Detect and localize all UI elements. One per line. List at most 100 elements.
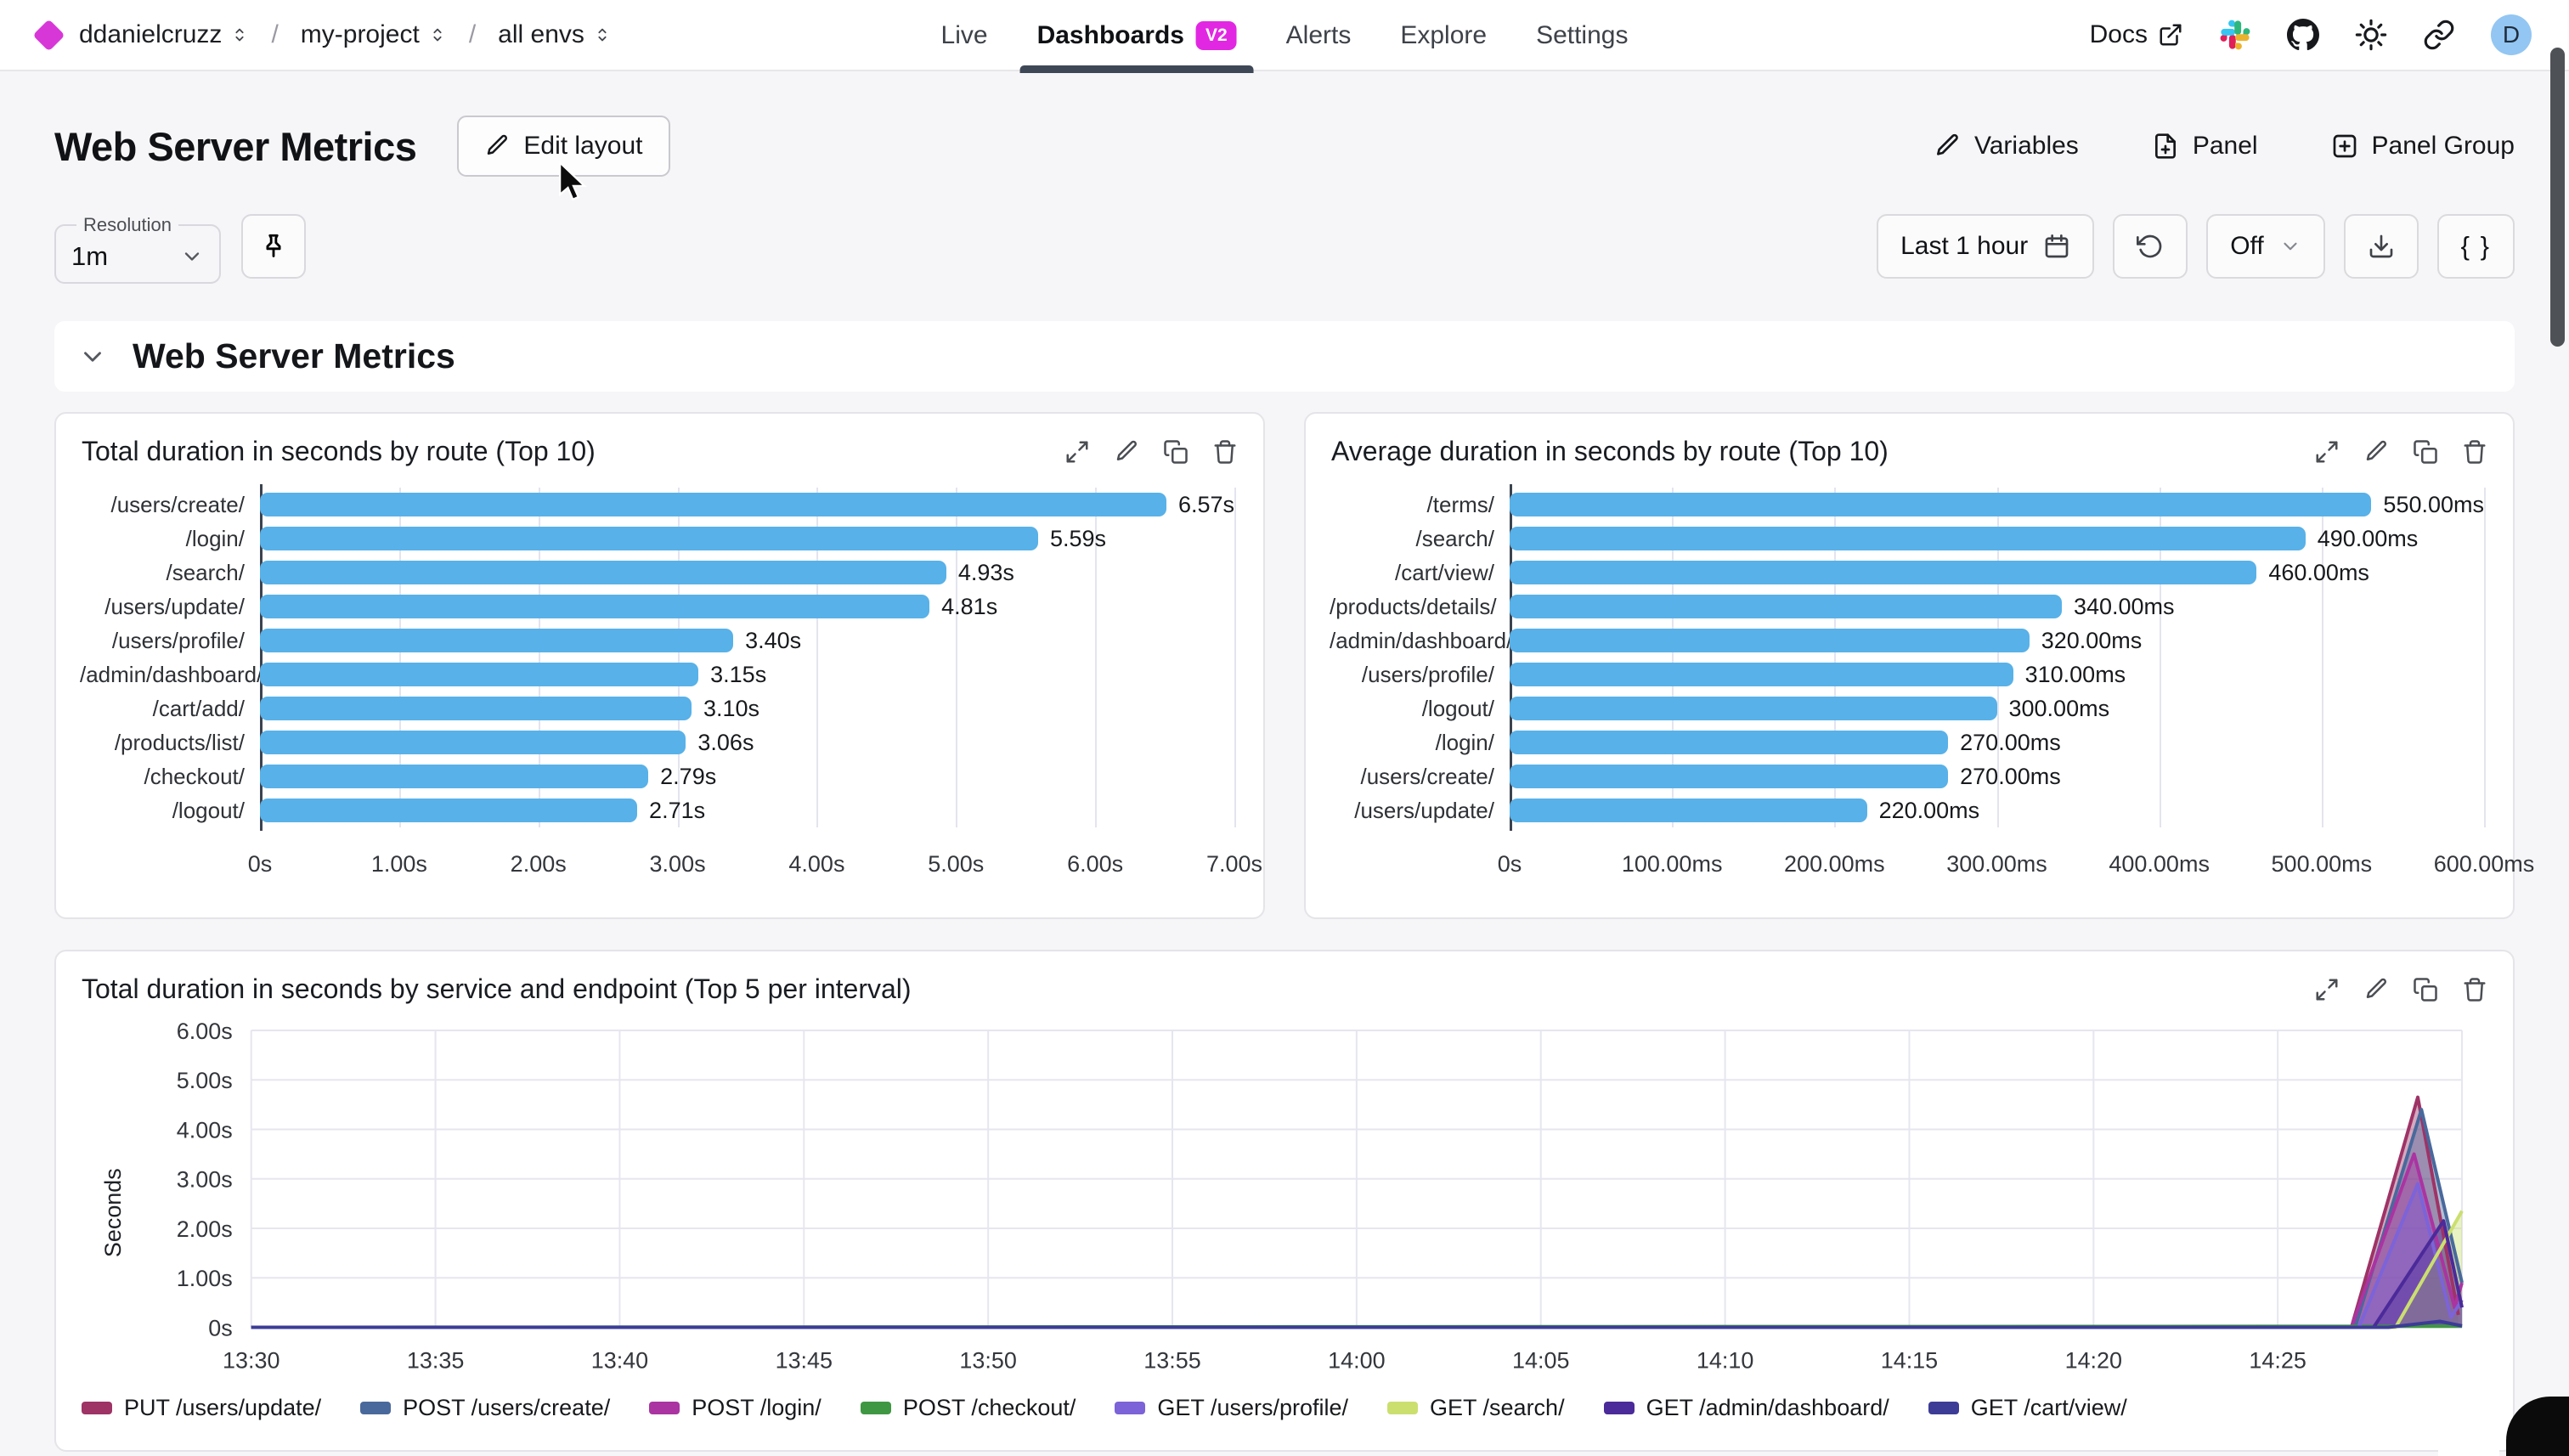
x-tick-label: 0s	[247, 851, 273, 877]
panel-title: Total duration in seconds by route (Top …	[82, 436, 596, 466]
avatar[interactable]: D	[2491, 14, 2532, 55]
toolbar-right: Last 1 hour Off { }	[1877, 214, 2515, 279]
x-tick-label: 200.00ms	[1784, 851, 1885, 877]
legend-item[interactable]: POST /checkout/	[860, 1395, 1076, 1421]
auto-refresh-select[interactable]: Off	[2206, 214, 2325, 279]
series-line	[251, 1095, 2460, 1329]
bar-value-label: 490.00ms	[2317, 525, 2419, 551]
bar-value-label: 2.71s	[649, 797, 706, 823]
github-icon[interactable]	[2287, 19, 2319, 51]
json-button[interactable]: { }	[2436, 214, 2515, 279]
breadcrumb-env[interactable]: all envs	[498, 20, 612, 49]
gridline	[2484, 488, 2486, 827]
duplicate-icon[interactable]	[1163, 439, 1189, 465]
slack-icon[interactable]	[2219, 19, 2251, 51]
legend-item[interactable]: POST /login/	[649, 1395, 822, 1421]
link-icon[interactable]	[2423, 19, 2455, 51]
bar-row: 3.40s	[260, 624, 1234, 657]
bar-row: 550.00ms	[1510, 488, 2484, 522]
x-axis: 0s 100.00ms 200.00ms 300.00ms 400.00ms 500.00…	[1498, 841, 2535, 892]
legend-item[interactable]: GET /cart/view/	[1928, 1395, 2127, 1421]
variables-button[interactable]: Variables	[1934, 132, 2079, 161]
scrollbar-thumb[interactable]	[2550, 48, 2565, 347]
gridline	[538, 488, 540, 827]
x-tick-label: 4.00s	[788, 851, 845, 877]
legend-item[interactable]: GET /users/profile/	[1115, 1395, 1348, 1421]
add-panel-group-button[interactable]: Panel Group	[2331, 132, 2515, 161]
y-axis-line	[260, 484, 263, 831]
gridline	[2321, 488, 2323, 827]
bar-category-label: /users/create/	[110, 492, 245, 517]
tab-explore[interactable]: Explore	[1400, 21, 1488, 49]
duplicate-icon[interactable]	[2413, 439, 2438, 465]
docs-link[interactable]: Docs	[2090, 20, 2183, 49]
bar-category-label: /search/	[1415, 526, 1495, 551]
bar-chart-total-duration: /users/create/ /login/ /search/ /users/upda…	[56, 474, 1263, 917]
collapse-chevron-icon[interactable]	[78, 342, 107, 371]
tab-live[interactable]: Live	[940, 21, 988, 49]
duplicate-icon[interactable]	[2413, 977, 2438, 1002]
bar	[1510, 493, 2372, 516]
bar	[1510, 561, 2257, 584]
section-header: Web Server Metrics	[54, 321, 2515, 392]
edit-icon[interactable]	[2363, 977, 2389, 1002]
bar-value-label: 300.00ms	[2008, 695, 2110, 721]
axis-label: 4.00s	[177, 1117, 233, 1143]
gridline	[816, 488, 819, 827]
x-tick-label: 600.00ms	[2433, 851, 2535, 877]
pin-button[interactable]	[241, 214, 306, 279]
legend-item[interactable]: GET /search/	[1387, 1395, 1565, 1421]
legend-label: POST /checkout/	[902, 1395, 1076, 1421]
bar-category-label: /checkout/	[144, 764, 245, 789]
expand-icon[interactable]	[1064, 439, 1090, 465]
expand-icon[interactable]	[2314, 439, 2340, 465]
edit-icon[interactable]	[2363, 439, 2389, 465]
expand-icon[interactable]	[2314, 977, 2340, 1002]
x-tick-label: 3.00s	[649, 851, 706, 877]
bar-row: 4.81s	[260, 590, 1234, 624]
refresh-button[interactable]	[2113, 214, 2188, 279]
delete-icon[interactable]	[1212, 439, 1238, 465]
axis-label: 1.00s	[177, 1266, 233, 1291]
resolution-select[interactable]: Resolution 1m	[54, 214, 221, 284]
legend-label: GET /admin/dashboard/	[1646, 1395, 1889, 1421]
bar-value-label: 6.57s	[1177, 491, 1234, 517]
add-panel-button[interactable]: Panel	[2152, 132, 2258, 161]
sun-icon[interactable]	[2355, 19, 2387, 51]
chevron-down-icon	[2279, 235, 2301, 257]
breadcrumb-project[interactable]: my-project	[301, 20, 447, 49]
breadcrumb-env-label: all envs	[498, 20, 584, 48]
main-nav: Live Dashboards V2 Alerts Explore Settin…	[940, 0, 1629, 73]
topbar: ddanielcruzz / my-project / all envs Liv…	[0, 0, 2569, 73]
bar-row: 220.00ms	[1510, 793, 2484, 827]
title-row: Web Server Metrics Edit layout Variables…	[54, 116, 2515, 177]
bar-row: 490.00ms	[1510, 522, 2484, 556]
bar-value-label: 3.10s	[703, 695, 760, 721]
legend-item[interactable]: POST /users/create/	[360, 1395, 610, 1421]
legend-item[interactable]: GET /admin/dashboard/	[1603, 1395, 1889, 1421]
bar-row: 3.10s	[260, 691, 1234, 725]
delete-icon[interactable]	[2462, 439, 2487, 465]
breadcrumb-org[interactable]: ddanielcruzz	[79, 20, 249, 49]
tab-settings[interactable]: Settings	[1536, 21, 1629, 49]
app-logo-icon[interactable]	[32, 18, 65, 52]
download-button[interactable]	[2343, 214, 2419, 279]
edit-icon[interactable]	[1114, 439, 1139, 465]
bar-value-label: 310.00ms	[2024, 661, 2126, 687]
axis-label: 6.00s	[177, 1019, 233, 1044]
gridline	[1234, 488, 1236, 827]
resolution-label: Resolution	[83, 214, 172, 235]
gridline	[1095, 488, 1098, 827]
tab-dashboards[interactable]: Dashboards V2	[1019, 0, 1254, 73]
bar	[1510, 731, 1949, 754]
delete-icon[interactable]	[2462, 977, 2487, 1002]
panel-total-duration-by-route: Total duration in seconds by route (Top …	[54, 412, 1265, 919]
bar-row: 4.93s	[260, 556, 1234, 590]
mouse-cursor	[558, 161, 587, 201]
x-tick-label: 500.00ms	[2271, 851, 2373, 877]
time-range-button[interactable]: Last 1 hour	[1877, 214, 2095, 279]
legend-item[interactable]: PUT /users/update/	[82, 1395, 321, 1421]
axis-label: 5.00s	[177, 1068, 233, 1093]
legend-swatch	[1603, 1402, 1635, 1415]
tab-alerts[interactable]: Alerts	[1285, 21, 1352, 49]
